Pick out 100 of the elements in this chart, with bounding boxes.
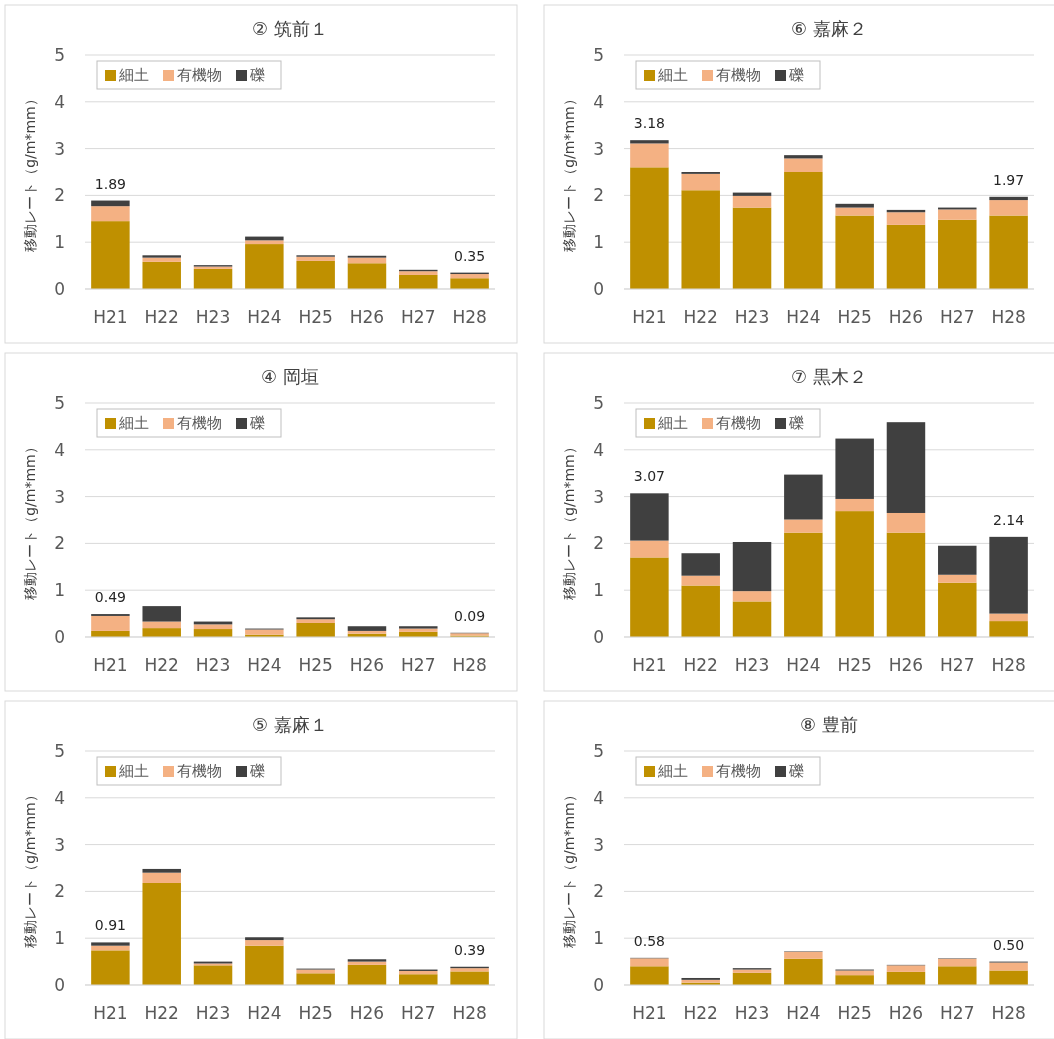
y-tick-label: 2	[54, 185, 65, 206]
y-axis-title: 移動レート（g/m*mm）	[561, 92, 577, 252]
legend-label: 有機物	[177, 66, 222, 85]
y-tick-label: 3	[593, 834, 604, 855]
y-tick-label: 4	[593, 91, 604, 112]
total-label: 0.09	[454, 607, 486, 624]
total-label: 0.58	[633, 932, 665, 949]
y-tick-label: 2	[593, 881, 604, 902]
x-tick-label: H23	[734, 655, 770, 675]
x-tick-label: H26	[888, 1003, 924, 1023]
x-tick-label: H27	[401, 1003, 436, 1023]
x-tick-label: H25	[298, 655, 333, 675]
x-tick-label: H26	[888, 307, 924, 327]
x-tick-label: H23	[734, 1003, 770, 1023]
legend-label: 細土	[118, 66, 149, 85]
y-tick-label: 4	[593, 787, 604, 808]
legend-label: 有機物	[716, 414, 761, 433]
legend-label: 有機物	[716, 66, 761, 85]
y-tick-label: 0	[54, 626, 65, 647]
legend-label: 礫	[788, 414, 804, 433]
x-tick-label: H22	[144, 1003, 179, 1023]
legend-label: 礫	[249, 414, 265, 433]
total-label: 0.50	[993, 936, 1025, 953]
y-tick-label: 5	[54, 44, 65, 65]
x-tick-label: H28	[991, 307, 1026, 327]
y-tick-label: 5	[54, 392, 65, 413]
legend-label: 有機物	[716, 762, 761, 781]
total-label: 0.39	[454, 941, 486, 958]
y-tick-label: 4	[54, 439, 65, 460]
x-tick-label: H24	[247, 307, 282, 327]
y-tick-label: 3	[54, 834, 65, 855]
legend-label: 細土	[657, 414, 688, 433]
x-tick-label: H21	[93, 655, 128, 675]
x-tick-label: H23	[734, 307, 770, 327]
y-tick-label: 1	[593, 232, 604, 253]
y-tick-label: 4	[54, 91, 65, 112]
legend-label: 細土	[657, 66, 688, 85]
x-tick-label: H24	[786, 307, 821, 327]
x-tick-label: H28	[991, 655, 1026, 675]
legend-label: 有機物	[177, 762, 222, 781]
x-tick-label: H25	[837, 655, 872, 675]
chart-title: ② 筑前１	[252, 18, 328, 39]
x-tick-label: H21	[632, 307, 667, 327]
total-label: 1.97	[993, 171, 1025, 188]
y-axis-title: 移動レート（g/m*mm）	[561, 788, 577, 948]
chart-title: ⑦ 黒木２	[791, 366, 867, 387]
y-tick-label: 1	[54, 928, 65, 949]
y-axis-title: 移動レート（g/m*mm）	[22, 92, 38, 252]
y-tick-label: 5	[54, 740, 65, 761]
y-tick-label: 2	[593, 185, 604, 206]
total-label: 0.35	[454, 247, 486, 264]
y-tick-label: 5	[593, 740, 604, 761]
x-tick-label: H27	[401, 655, 436, 675]
y-axis-title: 移動レート（g/m*mm）	[22, 440, 38, 600]
x-tick-label: H26	[349, 307, 385, 327]
x-tick-label: H21	[632, 1003, 667, 1023]
y-tick-label: 1	[54, 232, 65, 253]
x-tick-label: H23	[195, 307, 231, 327]
x-tick-label: H26	[349, 1003, 385, 1023]
y-tick-label: 2	[593, 533, 604, 554]
x-tick-label: H21	[93, 307, 128, 327]
chart-title: ⑤ 嘉麻１	[252, 714, 328, 735]
y-axis-title: 移動レート（g/m*mm）	[561, 440, 577, 600]
y-tick-label: 5	[593, 44, 604, 65]
x-tick-label: H21	[632, 655, 667, 675]
y-tick-label: 1	[54, 580, 65, 601]
y-tick-label: 2	[54, 881, 65, 902]
y-tick-label: 0	[593, 974, 604, 995]
x-tick-label: H26	[888, 655, 924, 675]
x-tick-label: H28	[991, 1003, 1026, 1023]
total-label: 1.89	[94, 175, 126, 192]
y-tick-label: 2	[54, 533, 65, 554]
legend-label: 礫	[249, 66, 265, 85]
x-tick-label: H28	[452, 307, 487, 327]
legend-label: 細土	[118, 414, 149, 433]
x-tick-label: H22	[144, 307, 179, 327]
x-tick-label: H27	[940, 655, 975, 675]
y-tick-label: 4	[54, 787, 65, 808]
total-label: 2.14	[993, 511, 1025, 528]
x-tick-label: H22	[144, 655, 179, 675]
x-tick-label: H21	[93, 1003, 128, 1023]
x-tick-label: H24	[247, 655, 282, 675]
legend-label: 礫	[249, 762, 265, 781]
x-tick-label: H25	[837, 1003, 872, 1023]
total-label: 3.07	[633, 468, 665, 485]
total-label: 3.18	[633, 115, 665, 132]
x-tick-label: H22	[683, 307, 718, 327]
x-tick-label: H27	[940, 1003, 975, 1023]
x-tick-label: H28	[452, 655, 487, 675]
chart-title: ⑧ 豊前	[800, 714, 858, 735]
x-tick-label: H25	[298, 307, 333, 327]
legend-label: 礫	[788, 66, 804, 85]
x-tick-label: H27	[401, 307, 436, 327]
y-tick-label: 3	[54, 138, 65, 159]
x-tick-label: H22	[683, 655, 718, 675]
y-tick-label: 1	[593, 580, 604, 601]
x-tick-label: H24	[786, 1003, 821, 1023]
y-tick-label: 0	[593, 626, 604, 647]
total-label: 0.91	[94, 917, 126, 934]
y-tick-label: 3	[593, 486, 604, 507]
